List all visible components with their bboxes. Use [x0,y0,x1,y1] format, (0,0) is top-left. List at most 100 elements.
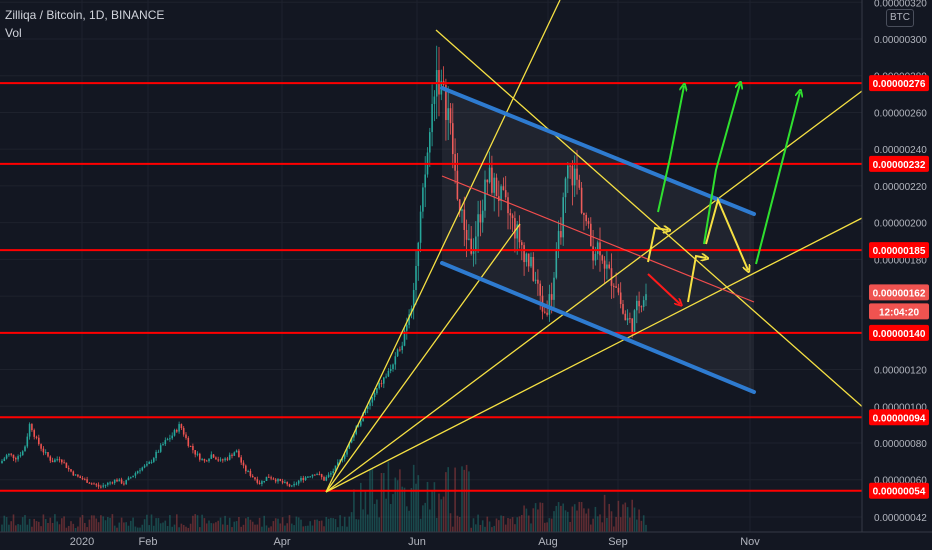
symbol-title[interactable]: Zilliqa / Bitcoin, 1D, BINANCE [5,8,165,22]
volume-bar [242,524,245,532]
candle-body [169,438,171,440]
candle-body [433,96,436,104]
volume-bar [21,517,24,532]
volume-bar [539,502,541,532]
candle-body [564,178,567,198]
candle-body [454,154,456,171]
time-axis[interactable]: 2020 Feb Apr Jun Aug Sep Nov [70,536,761,548]
candle-body [286,482,288,485]
volume-bar [514,524,516,532]
volume-bar [38,521,40,532]
candle-body [415,265,417,291]
candle-body [633,310,636,333]
volume-bar [297,517,300,532]
candle-body [173,430,176,436]
projection-arrows [647,84,800,304]
level-badge: 0.00000094 [873,413,926,424]
volume-bar [5,517,8,532]
candle-body [24,446,26,452]
candle-body [472,251,475,254]
candle-body [491,167,493,193]
channel-upper [440,86,756,216]
yellow-arrow-1 [647,228,668,263]
volume-bar [134,526,137,532]
green-arrow-3 [755,92,800,265]
volume-bar [592,518,594,532]
candle-body [288,484,291,487]
volume-bar [454,467,456,532]
level-badge: 0.00000185 [873,246,926,257]
candle-body [341,458,344,460]
volume-bar [26,524,29,532]
volume-bar [488,521,491,532]
volume-bar [222,524,224,532]
volume-bar [265,525,268,532]
candle-body [97,484,100,487]
volume-bar [509,518,512,532]
candle-body [585,214,587,222]
candle-body [58,459,61,461]
volume-bar [279,523,282,532]
volume-bar [341,526,344,532]
volume-bar [199,527,201,532]
candle-body [514,218,516,239]
candle-body [263,480,265,482]
time-tick-label: Nov [740,536,760,548]
candle-body [17,456,19,460]
volume-bar [495,518,498,532]
volume-bar [362,509,364,532]
candle-body [373,393,376,398]
volume-bar [645,524,647,532]
volume-bar [178,527,180,532]
volume-bar [523,505,525,532]
candle-body [353,434,355,438]
candle-body [194,450,196,455]
volume-bar [573,504,576,532]
volume-bar [560,505,562,532]
candle-body [399,349,401,351]
volume-bar [452,526,454,532]
volume-bar [486,516,489,532]
candle-body [127,477,130,481]
volume-label[interactable]: Vol [5,26,22,40]
candle-body [550,294,553,300]
volume-bar [146,514,148,532]
candle-body [401,345,403,351]
candle-body [272,478,275,480]
volume-bar [79,517,81,532]
volume-bar [412,464,415,532]
candle-body [624,313,627,321]
candle-body [617,287,620,293]
candle-body [130,477,132,479]
volume-bar [426,481,429,532]
volume-bar [357,519,360,532]
volume-bar [63,516,65,532]
candle-body [424,174,426,188]
volume-bar [210,523,213,532]
candle-body [580,187,583,213]
price-axis[interactable]: 0.000003200.000003000.000002800.00000260… [874,0,927,524]
candle-body [178,424,180,432]
candle-body [546,312,548,315]
candle-body [578,179,581,188]
volume-bar [217,520,219,532]
currency-badge[interactable]: BTC [886,9,914,27]
candle-body [249,470,252,476]
candle-body [307,476,309,478]
volume-bar [502,516,505,532]
candle-body [615,286,617,288]
candle-body [84,479,86,481]
candle-body [447,108,449,121]
candle-body [583,212,585,215]
volume-bar [205,523,208,532]
candle-body [284,482,286,484]
volume-bar [118,522,121,532]
channel-median [441,175,755,303]
volume-bar [330,517,332,532]
candle-body [576,168,578,180]
candle-body [311,474,314,477]
candle-body [295,483,298,485]
volume-bar [422,505,424,532]
volume-bar [606,517,608,532]
